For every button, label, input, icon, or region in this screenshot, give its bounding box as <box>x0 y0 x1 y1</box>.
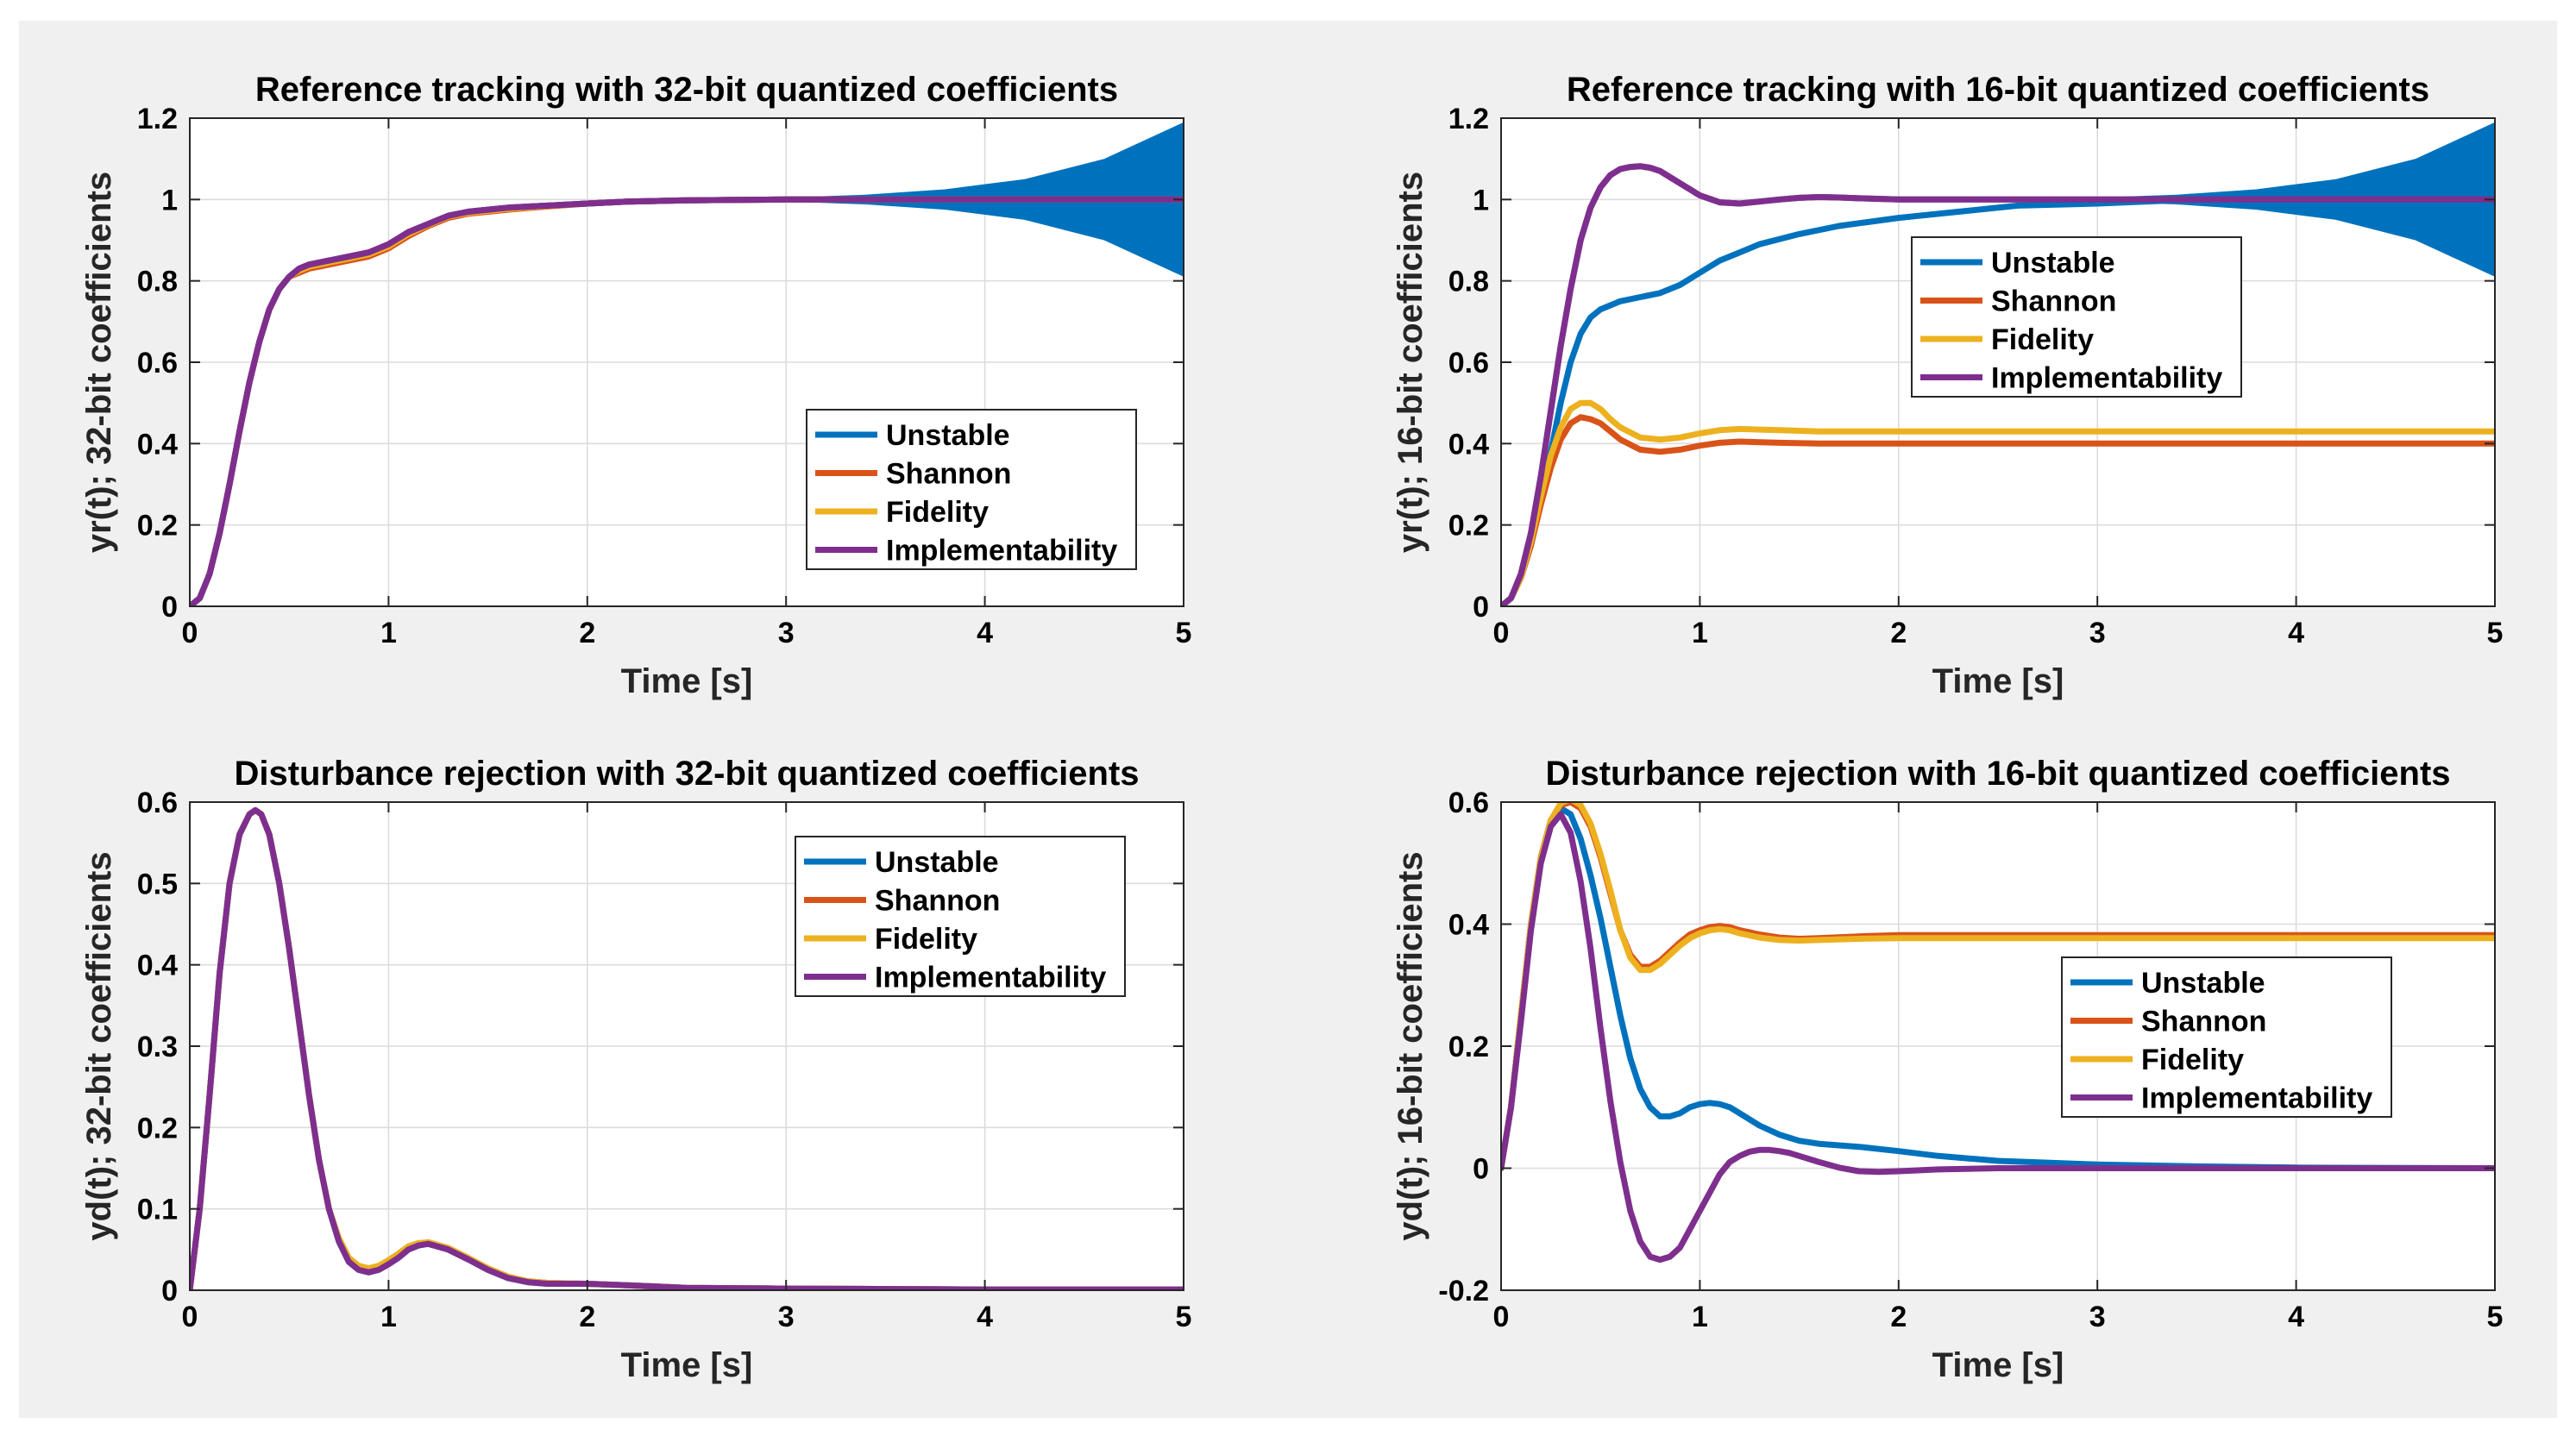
series-line-implementability-overlay <box>1501 163 2495 606</box>
x-tick-label: 4 <box>977 617 993 649</box>
y-tick-label: 0.2 <box>1448 1031 1489 1063</box>
y-tick-label: 0.6 <box>1448 347 1489 379</box>
x-tick-label: 5 <box>1176 1301 1192 1333</box>
x-axis-label: Time [s] <box>621 1346 753 1384</box>
x-tick-label: 3 <box>778 617 795 649</box>
chart-title: Reference tracking with 32-bit quantized… <box>255 71 1118 109</box>
legend-label-implementability: Implementability <box>886 535 1117 568</box>
y-tick-label: 0.6 <box>137 787 178 819</box>
legend-label-fidelity: Fidelity <box>1991 323 2094 356</box>
x-tick-label: 2 <box>579 617 595 649</box>
y-tick-label: 0.4 <box>1448 909 1489 942</box>
legend-label-unstable: Unstable <box>1991 247 2115 279</box>
y-tick-label: 0.2 <box>1448 510 1489 542</box>
x-tick-label: 3 <box>2089 617 2106 649</box>
series-group <box>190 806 1184 1290</box>
legend-label-fidelity: Fidelity <box>2141 1044 2244 1076</box>
y-axis-label: yd(t); 16-bit coefficients <box>1392 851 1429 1240</box>
x-tick-label: 0 <box>1493 1301 1510 1333</box>
x-tick-label: 5 <box>2487 1301 2504 1333</box>
chart-3: 0 1 2 3 4 5 0 0.1 0.2 0.3 0.4 0.5 0.6 Disturbance rej… <box>80 755 1191 1384</box>
x-axis-label: Time [s] <box>621 662 753 700</box>
x-tick-label: 0 <box>182 1301 198 1333</box>
series-group <box>190 122 1184 606</box>
y-tick-label: 0.6 <box>1448 787 1489 819</box>
legend-label-unstable: Unstable <box>2141 967 2265 1000</box>
legend: Unstable Shannon Fidelity Implementability <box>795 836 1126 997</box>
legend-label-implementability: Implementability <box>2141 1082 2372 1115</box>
y-tick-label: 0.3 <box>137 1031 178 1063</box>
legend-label-shannon: Shannon <box>886 458 1011 491</box>
x-tick-label: 4 <box>977 1301 993 1333</box>
series-line-implementability <box>190 806 1184 1290</box>
series-group <box>1501 122 2495 606</box>
legend-label-implementability: Implementability <box>875 962 1106 994</box>
charts-layer: 0 1 2 3 4 5 0 0.2 0.4 0.6 0.8 1 1.2 Reference trackin… <box>80 71 2503 1384</box>
series-line-implementability-overlay <box>190 196 1184 606</box>
series-line-fidelity <box>1501 399 2495 606</box>
legend-label-shannon: Shannon <box>875 885 1000 918</box>
y-tick-label: 0.2 <box>137 510 178 542</box>
x-tick-label: 5 <box>2487 617 2504 649</box>
legend-label-fidelity: Fidelity <box>886 496 989 529</box>
y-tick-label: 0 <box>1473 591 1489 624</box>
y-axis-label: yd(t); 32-bit coefficients <box>80 851 118 1240</box>
x-axis-label: Time [s] <box>1932 1346 2064 1384</box>
chart-title: Reference tracking with 16-bit quantized… <box>1567 71 2429 109</box>
y-tick-label: 1.2 <box>1448 103 1489 135</box>
x-tick-label: 1 <box>380 1301 397 1333</box>
y-axis-label: yr(t); 16-bit coefficients <box>1392 172 1429 553</box>
chart-1: 0 1 2 3 4 5 0 0.2 0.4 0.6 0.8 1 1.2 Reference trackin… <box>80 71 1191 700</box>
x-tick-label: 4 <box>2288 617 2304 649</box>
y-tick-label: 1 <box>1473 184 1489 216</box>
legend: Unstable Shannon Fidelity Implementability <box>2061 956 2392 1118</box>
y-tick-label: 0.6 <box>137 347 178 379</box>
chart-title: Disturbance rejection with 32-bit quanti… <box>234 755 1139 793</box>
legend-label-unstable: Unstable <box>886 419 1010 452</box>
y-tick-label: -0.2 <box>1438 1275 1489 1307</box>
legend-label-fidelity: Fidelity <box>875 923 977 956</box>
x-tick-label: 2 <box>579 1301 595 1333</box>
x-axis-label: Time [s] <box>1932 662 2064 700</box>
series-line-fidelity <box>1501 802 2495 1171</box>
y-tick-label: 0.8 <box>137 266 178 298</box>
y-tick-label: 0.5 <box>137 868 178 900</box>
x-tick-label: 2 <box>1890 1301 1907 1333</box>
series-group <box>1501 802 2495 1264</box>
x-tick-label: 4 <box>2288 1301 2304 1333</box>
legend: Unstable Shannon Fidelity Implementability <box>806 409 1137 570</box>
x-tick-label: 1 <box>380 617 397 649</box>
legend-label-shannon: Shannon <box>1991 285 2116 318</box>
legend: Unstable Shannon Fidelity Implementability <box>1911 236 2242 398</box>
x-tick-label: 5 <box>1176 617 1192 649</box>
y-tick-label: 1 <box>161 184 178 216</box>
x-tick-label: 2 <box>1890 617 1907 649</box>
x-tick-label: 1 <box>1692 617 1708 649</box>
y-tick-label: 0 <box>161 591 178 624</box>
x-tick-label: 0 <box>182 617 198 649</box>
y-tick-label: 0.2 <box>137 1112 178 1144</box>
y-tick-label: 0.4 <box>1448 428 1489 461</box>
x-tick-label: 3 <box>778 1301 795 1333</box>
series-line-implementability <box>1501 811 2495 1264</box>
y-tick-label: 0.4 <box>137 428 178 461</box>
y-axis-label: yr(t); 32-bit coefficients <box>80 172 118 553</box>
y-tick-label: 0 <box>1473 1153 1489 1186</box>
y-tick-label: 0.8 <box>1448 266 1489 298</box>
x-tick-label: 1 <box>1692 1301 1708 1333</box>
y-tick-label: 0 <box>161 1275 178 1307</box>
y-tick-label: 0.1 <box>137 1194 178 1226</box>
legend-label-implementability: Implementability <box>1991 362 2222 395</box>
y-tick-label: 1.2 <box>137 103 178 135</box>
x-tick-label: 0 <box>1493 617 1510 649</box>
chart-title: Disturbance rejection with 16-bit quanti… <box>1545 755 2450 793</box>
legend-label-shannon: Shannon <box>2141 1006 2266 1038</box>
y-tick-label: 0.4 <box>137 950 178 982</box>
x-tick-label: 3 <box>2089 1301 2106 1333</box>
chart-2: 0 1 2 3 4 5 0 0.2 0.4 0.6 0.8 1 1.2 Reference trackin… <box>1392 71 2503 700</box>
legend-label-unstable: Unstable <box>875 846 999 879</box>
